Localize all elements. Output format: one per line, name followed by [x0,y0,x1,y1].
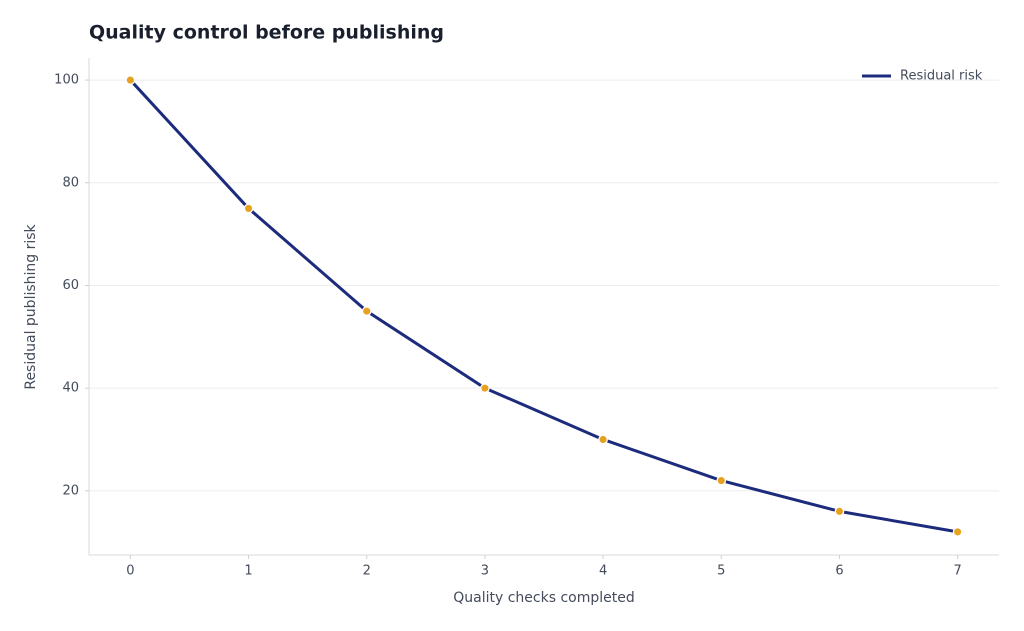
y-tick-label: 40 [62,381,79,396]
x-tick-label: 7 [953,564,961,579]
x-tick-label: 5 [717,564,725,579]
x-tick-label: 1 [244,564,252,579]
data-point [834,506,845,517]
x-tick-label: 3 [481,564,489,579]
data-point [952,527,963,537]
data-point [716,475,727,486]
x-tick-label: 2 [363,564,371,579]
x-axis-label: Quality checks completed [453,590,635,606]
x-tick-label: 6 [835,564,843,579]
data-point [361,306,372,316]
y-tick-label: 20 [62,483,79,498]
y-tick-label: 80 [62,175,79,190]
data-point [243,203,254,214]
data-point [598,434,608,445]
x-tick-label: 0 [126,564,134,579]
x-tick-label: 4 [599,564,607,579]
legend-label: Residual risk [900,69,983,84]
y-axis-label: Residual publishing risk [23,223,39,389]
data-point [125,75,136,85]
data-point [480,383,490,393]
chart-title: Quality control before publishing [89,22,444,44]
y-tick-label: 100 [54,73,79,88]
y-tick-label: 60 [62,278,79,293]
series-line [129,79,958,534]
